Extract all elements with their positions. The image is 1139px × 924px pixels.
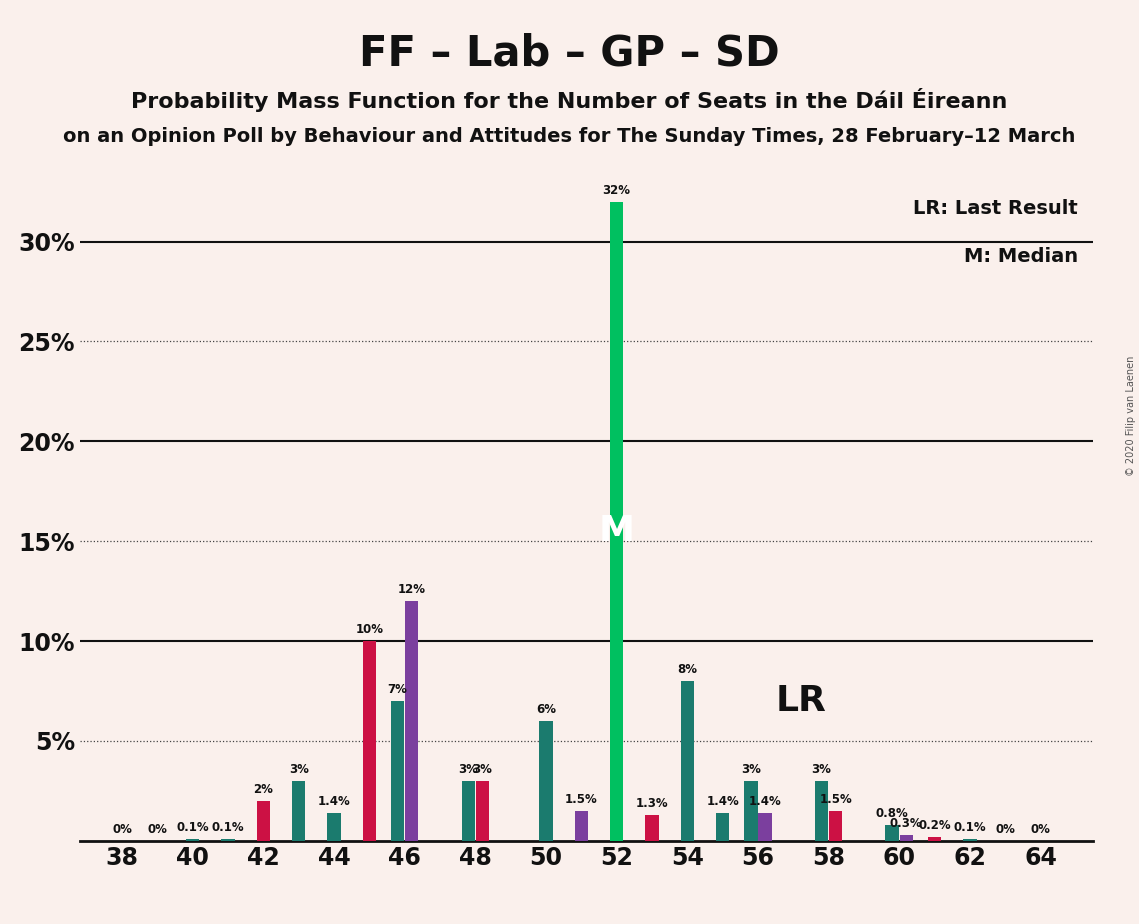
Text: 3%: 3% [740,763,761,776]
Text: LR: Last Result: LR: Last Result [913,199,1079,218]
Text: FF – Lab – GP – SD: FF – Lab – GP – SD [359,32,780,74]
Bar [256,801,270,841]
Text: on an Opinion Poll by Behaviour and Attitudes for The Sunday Times, 28 February–: on an Opinion Poll by Behaviour and Atti… [64,127,1075,146]
Text: 0%: 0% [147,823,167,836]
Text: 1.4%: 1.4% [706,795,739,808]
Bar [186,839,199,841]
Text: 0.3%: 0.3% [890,817,923,830]
Bar [221,839,235,841]
Text: 2%: 2% [254,783,273,796]
Text: 0.1%: 0.1% [953,821,986,833]
Bar [327,813,341,841]
Text: 6%: 6% [536,703,556,716]
Bar [715,813,729,841]
Text: 1.4%: 1.4% [748,795,781,808]
Text: 32%: 32% [603,184,631,197]
Bar [900,835,913,841]
Bar [759,813,771,841]
Bar [461,781,475,841]
Text: 0.8%: 0.8% [876,807,909,820]
Text: 12%: 12% [398,583,426,596]
Bar [609,201,623,841]
Text: 0.1%: 0.1% [212,821,245,833]
Bar [645,815,658,841]
Bar [292,781,305,841]
Text: © 2020 Filip van Laenen: © 2020 Filip van Laenen [1126,356,1136,476]
Text: 7%: 7% [387,683,408,696]
Text: LR: LR [776,684,827,718]
Bar [814,781,828,841]
Bar [362,641,376,841]
Bar [405,602,418,841]
Bar [574,811,588,841]
Bar [928,837,941,841]
Bar [744,781,757,841]
Text: 3%: 3% [811,763,831,776]
Bar [476,781,489,841]
Text: 3%: 3% [289,763,309,776]
Text: Probability Mass Function for the Number of Seats in the Dáil Éireann: Probability Mass Function for the Number… [131,88,1008,112]
Text: 3%: 3% [473,763,492,776]
Text: 1.3%: 1.3% [636,796,669,809]
Bar [829,811,843,841]
Text: 0.1%: 0.1% [177,821,210,833]
Text: 0.2%: 0.2% [918,819,951,832]
Text: 1.5%: 1.5% [565,793,598,806]
Bar [539,721,552,841]
Bar [391,701,404,841]
Bar [885,825,899,841]
Text: 0%: 0% [112,823,132,836]
Text: M: Median: M: Median [964,247,1079,265]
Text: 10%: 10% [355,623,384,636]
Bar [964,839,976,841]
Text: 0%: 0% [995,823,1015,836]
Bar [680,681,694,841]
Text: 1.5%: 1.5% [819,793,852,806]
Text: M: M [599,515,634,548]
Text: 0%: 0% [1031,823,1050,836]
Text: 3%: 3% [458,763,478,776]
Text: 8%: 8% [678,663,697,676]
Text: 1.4%: 1.4% [318,795,351,808]
